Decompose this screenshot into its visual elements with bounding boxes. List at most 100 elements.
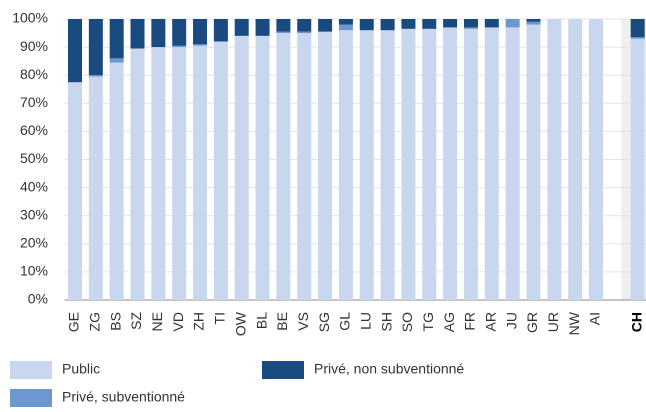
x-tick-label: JU bbox=[503, 312, 519, 329]
bar-segment bbox=[547, 19, 562, 300]
bar-segment bbox=[318, 31, 333, 301]
x-tick-label: VD bbox=[170, 312, 186, 331]
y-tick-label: 0% bbox=[28, 291, 48, 307]
x-tick-label: ZH bbox=[191, 312, 207, 331]
y-tick-label: 70% bbox=[20, 94, 48, 110]
bar-segment bbox=[526, 21, 541, 25]
bar-segment bbox=[130, 48, 145, 300]
y-tick-label: 50% bbox=[20, 150, 48, 166]
x-tick-label: TG bbox=[420, 312, 436, 331]
bar-segment bbox=[422, 19, 437, 29]
bar-segment bbox=[318, 19, 333, 32]
bar-segment bbox=[443, 19, 458, 28]
bar-segment bbox=[505, 27, 520, 301]
bar-segment bbox=[213, 19, 228, 42]
x-tick-label: FR bbox=[462, 312, 478, 331]
bar-segment bbox=[297, 33, 312, 301]
bar-segment bbox=[151, 47, 166, 300]
x-tick-label: UR bbox=[545, 312, 561, 332]
bar-segment bbox=[568, 19, 583, 300]
x-tick-label: AR bbox=[483, 312, 499, 331]
bar-segment bbox=[88, 19, 103, 76]
bar-segment bbox=[276, 19, 291, 32]
x-tick-label: NE bbox=[149, 312, 165, 331]
y-tick-label: 40% bbox=[20, 178, 48, 194]
legend-swatch bbox=[10, 389, 52, 407]
legend-swatch bbox=[10, 361, 52, 379]
bar-segment bbox=[380, 19, 395, 31]
bar-segment bbox=[589, 19, 603, 300]
bar-segment bbox=[526, 24, 541, 301]
bar-segment bbox=[463, 19, 478, 28]
x-tick-label: CH bbox=[628, 312, 644, 332]
x-tick-label: SO bbox=[399, 312, 415, 332]
bar-segment bbox=[234, 35, 249, 301]
bar-segment bbox=[630, 37, 645, 39]
bar-segment bbox=[297, 19, 312, 32]
bar-segment bbox=[88, 76, 103, 300]
x-tick-label: GR bbox=[524, 312, 540, 333]
bar-segment bbox=[276, 33, 291, 301]
bar-segment bbox=[401, 28, 416, 301]
bar-segment bbox=[255, 35, 270, 301]
bar-segment bbox=[338, 19, 353, 25]
bar-segment bbox=[463, 27, 478, 29]
bar-segment bbox=[130, 19, 145, 49]
x-tick-label: VS bbox=[295, 312, 311, 331]
bar-segment bbox=[193, 45, 208, 300]
x-tick-label: GL bbox=[337, 312, 353, 331]
x-tick-label: LU bbox=[357, 312, 373, 330]
y-tick-label: 10% bbox=[20, 263, 48, 279]
bar-segment bbox=[172, 47, 187, 300]
bar-segment bbox=[109, 62, 124, 301]
legend-swatch bbox=[262, 361, 304, 379]
x-tick-label: AI bbox=[587, 312, 603, 325]
bar-segment bbox=[172, 19, 187, 46]
bar-segment bbox=[443, 27, 458, 301]
x-tick-label: AG bbox=[441, 312, 457, 332]
x-tick-label: OW bbox=[232, 311, 248, 336]
bar-segment bbox=[151, 19, 166, 48]
y-tick-label: 30% bbox=[20, 206, 48, 222]
bar-segment bbox=[109, 58, 124, 63]
bar-segment bbox=[463, 28, 478, 301]
x-tick-label: BS bbox=[107, 312, 123, 331]
bar-segment bbox=[193, 19, 208, 45]
x-tick-label: NW bbox=[566, 311, 582, 335]
bar-segment bbox=[630, 38, 645, 301]
bar-segment bbox=[172, 45, 187, 48]
x-tick-label: BL bbox=[253, 312, 269, 329]
x-tick-label: SZ bbox=[128, 312, 144, 330]
x-tick-label: TI bbox=[212, 312, 228, 324]
x-tick-label: GE bbox=[66, 312, 82, 332]
y-tick-label: 60% bbox=[20, 122, 48, 138]
bar-segment bbox=[338, 24, 353, 31]
x-tick-label: SH bbox=[378, 312, 394, 331]
bar-segment bbox=[276, 31, 291, 34]
y-tick-label: 100% bbox=[12, 10, 48, 26]
bar-segment bbox=[526, 19, 541, 22]
x-tick-label: ZG bbox=[87, 312, 103, 331]
bar-segment bbox=[109, 19, 124, 59]
bar-segment bbox=[193, 44, 208, 46]
bar-segment bbox=[505, 19, 520, 28]
bar-segment bbox=[88, 75, 103, 77]
bar-segment bbox=[630, 19, 645, 38]
bar-segment bbox=[380, 30, 395, 301]
y-tick-label: 90% bbox=[20, 38, 48, 54]
bar-segment bbox=[401, 19, 416, 29]
legend-label: Public bbox=[62, 361, 100, 377]
bar-segment bbox=[234, 19, 249, 36]
bar-segment bbox=[422, 28, 437, 301]
y-tick-label: 80% bbox=[20, 66, 48, 82]
legend-label: Privé, subventionné bbox=[62, 389, 185, 405]
bar-segment bbox=[359, 19, 374, 31]
bar-segment bbox=[297, 31, 312, 34]
x-tick-label: BE bbox=[274, 312, 290, 331]
y-tick-label: 20% bbox=[20, 235, 48, 251]
bar-segment bbox=[68, 82, 82, 300]
bar-segment bbox=[213, 41, 228, 300]
x-tick-label: SG bbox=[316, 312, 332, 332]
bar-segment bbox=[68, 19, 82, 83]
